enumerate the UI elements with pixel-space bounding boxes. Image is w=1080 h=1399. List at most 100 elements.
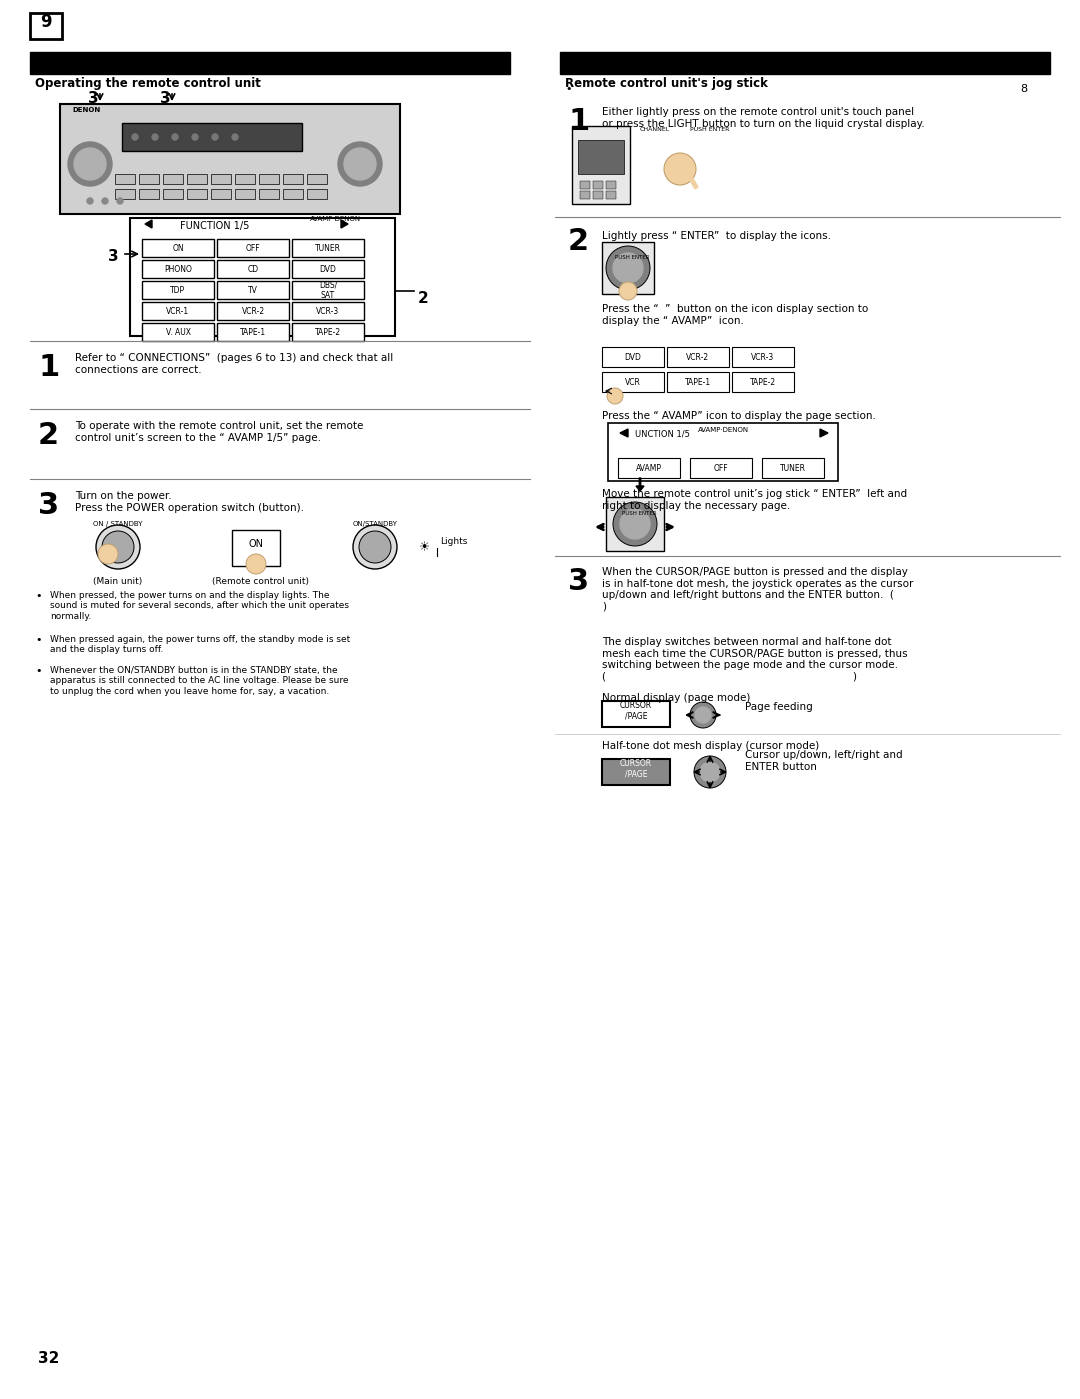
Polygon shape (620, 429, 627, 436)
FancyBboxPatch shape (139, 173, 159, 185)
FancyBboxPatch shape (217, 281, 289, 299)
Text: VCR-1: VCR-1 (166, 306, 190, 316)
FancyBboxPatch shape (578, 140, 624, 173)
Text: When pressed again, the power turns off, the standby mode is set
and the display: When pressed again, the power turns off,… (50, 635, 350, 655)
Text: 1: 1 (568, 106, 590, 136)
FancyBboxPatch shape (762, 457, 824, 478)
FancyBboxPatch shape (30, 13, 62, 39)
Text: 32: 32 (38, 1351, 59, 1365)
FancyBboxPatch shape (618, 457, 680, 478)
Text: Normal display (page mode): Normal display (page mode) (602, 693, 751, 704)
FancyBboxPatch shape (283, 189, 303, 199)
FancyBboxPatch shape (114, 173, 135, 185)
Text: 2: 2 (38, 421, 59, 450)
Text: (Remote control unit): (Remote control unit) (212, 576, 309, 586)
FancyBboxPatch shape (235, 189, 255, 199)
FancyBboxPatch shape (187, 173, 207, 185)
Circle shape (338, 143, 382, 186)
Bar (561, 52, 1050, 74)
Polygon shape (820, 429, 828, 436)
Text: OFF: OFF (714, 463, 728, 473)
Text: DVD: DVD (624, 353, 642, 361)
FancyBboxPatch shape (732, 372, 794, 392)
FancyBboxPatch shape (235, 173, 255, 185)
FancyBboxPatch shape (130, 218, 395, 336)
Text: When the CURSOR/PAGE button is pressed and the display
is in half-tone dot mesh,: When the CURSOR/PAGE button is pressed a… (602, 567, 914, 611)
Circle shape (613, 253, 643, 283)
Text: •: • (35, 590, 41, 602)
Text: FUNCTION 1/5: FUNCTION 1/5 (180, 221, 249, 231)
FancyBboxPatch shape (307, 189, 327, 199)
Text: 8: 8 (1020, 84, 1027, 94)
FancyBboxPatch shape (141, 323, 214, 341)
FancyBboxPatch shape (690, 457, 752, 478)
FancyBboxPatch shape (141, 281, 214, 299)
Text: CURSOR
/PAGE: CURSOR /PAGE (620, 760, 652, 779)
Circle shape (694, 755, 726, 788)
Circle shape (132, 134, 138, 140)
Text: 3: 3 (87, 91, 98, 106)
FancyBboxPatch shape (141, 260, 214, 278)
FancyBboxPatch shape (292, 260, 364, 278)
Text: The display switches between normal and half-tone dot
mesh each time the CURSOR/: The display switches between normal and … (602, 637, 907, 681)
FancyBboxPatch shape (211, 189, 231, 199)
Text: Lightly press “ ENTER”  to display the icons.: Lightly press “ ENTER” to display the ic… (602, 231, 831, 241)
FancyArrow shape (636, 478, 644, 491)
Text: CHANNEL: CHANNEL (640, 127, 671, 132)
Text: DVD: DVD (320, 264, 337, 273)
FancyBboxPatch shape (572, 126, 630, 204)
Text: AVAMP: AVAMP (636, 463, 662, 473)
Text: UNCTION 1/5: UNCTION 1/5 (635, 429, 690, 438)
Text: TUNER: TUNER (315, 243, 341, 252)
Text: •: • (565, 84, 571, 94)
Text: Half-tone dot mesh display (cursor mode): Half-tone dot mesh display (cursor mode) (602, 741, 820, 751)
Text: AVAMP·DENON: AVAMP·DENON (310, 215, 361, 222)
Text: AVAMP·DENON: AVAMP·DENON (698, 427, 748, 434)
Circle shape (620, 509, 650, 539)
FancyBboxPatch shape (211, 173, 231, 185)
FancyBboxPatch shape (259, 189, 279, 199)
FancyBboxPatch shape (593, 192, 603, 199)
FancyBboxPatch shape (217, 239, 289, 257)
Circle shape (232, 134, 238, 140)
FancyBboxPatch shape (602, 372, 664, 392)
FancyBboxPatch shape (602, 242, 654, 294)
FancyBboxPatch shape (292, 302, 364, 320)
Text: ON: ON (172, 243, 184, 252)
Circle shape (68, 143, 112, 186)
Text: PUSH ENTER: PUSH ENTER (690, 127, 729, 132)
Text: DBS/
SAT: DBS/ SAT (319, 280, 337, 299)
Circle shape (606, 246, 650, 290)
Circle shape (98, 544, 118, 564)
Circle shape (345, 148, 376, 180)
Circle shape (75, 148, 106, 180)
Text: TAPE-2: TAPE-2 (315, 327, 341, 337)
Text: Lights: Lights (440, 536, 468, 546)
FancyBboxPatch shape (602, 760, 670, 785)
FancyBboxPatch shape (606, 180, 616, 189)
FancyBboxPatch shape (259, 173, 279, 185)
FancyBboxPatch shape (593, 180, 603, 189)
FancyBboxPatch shape (602, 347, 664, 367)
Circle shape (664, 152, 696, 185)
FancyBboxPatch shape (292, 239, 364, 257)
Text: Press the “ AVAMP” icon to display the page section.: Press the “ AVAMP” icon to display the p… (602, 411, 876, 421)
Text: VCR-2: VCR-2 (687, 353, 710, 361)
FancyBboxPatch shape (292, 323, 364, 341)
Text: 1: 1 (38, 353, 59, 382)
Circle shape (359, 532, 391, 562)
Text: 3: 3 (38, 491, 59, 520)
Polygon shape (688, 175, 698, 189)
Text: 9: 9 (40, 13, 52, 31)
FancyBboxPatch shape (141, 302, 214, 320)
Text: CD: CD (247, 264, 258, 273)
Circle shape (246, 554, 266, 574)
FancyBboxPatch shape (667, 347, 729, 367)
FancyBboxPatch shape (139, 189, 159, 199)
Text: PHONO: PHONO (164, 264, 192, 273)
FancyBboxPatch shape (667, 372, 729, 392)
Text: Press the “  ”  button on the icon display section to
display the “ AVAMP”  icon: Press the “ ” button on the icon display… (602, 304, 868, 326)
FancyBboxPatch shape (606, 192, 616, 199)
Text: PUSH ENTER: PUSH ENTER (622, 511, 657, 516)
Text: Page feeding: Page feeding (745, 702, 813, 712)
